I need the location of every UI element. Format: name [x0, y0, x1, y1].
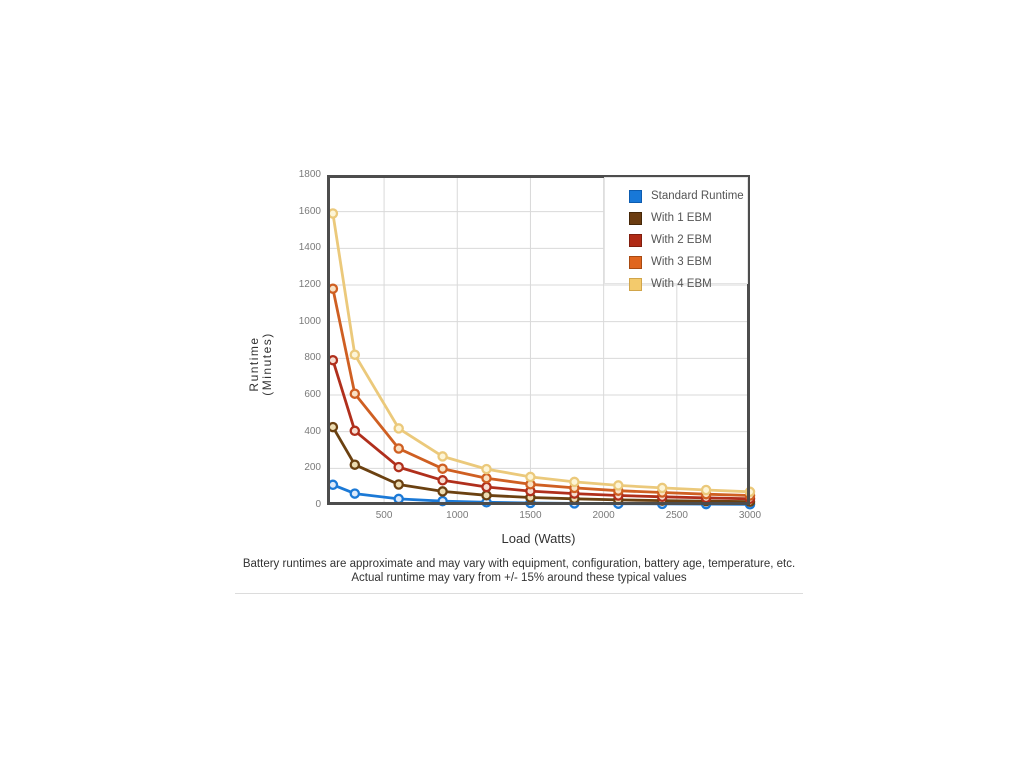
marker-with-4-ebm-2700w: [700, 484, 712, 496]
x-tick-label-1000: 1000: [446, 510, 469, 521]
plot-border: [327, 175, 750, 505]
legend-label: With 4 EBM: [651, 278, 712, 290]
legend-label: With 1 EBM: [651, 212, 712, 224]
legend-item-with-2-ebm: With 2 EBM: [629, 229, 747, 251]
y-tick-label-200: 200: [304, 462, 321, 474]
legend-item-with-4-ebm: With 4 EBM: [629, 273, 747, 295]
marker-with-2-ebm-300w: [349, 425, 361, 437]
marker-with-2-ebm-900w: [437, 475, 448, 486]
legend-label: Standard Runtime: [651, 190, 744, 202]
caption-line2: Actual runtime may vary from +/- 15% aro…: [351, 571, 687, 584]
x-tick-label-2000: 2000: [592, 510, 615, 521]
marker-with-1-ebm-150w: [327, 421, 339, 433]
marker-standard-runtime-600w: [393, 493, 404, 505]
marker-with-3-ebm-150w: [327, 283, 339, 294]
marker-with-4-ebm-1800w: [569, 476, 580, 488]
y-tick-label-0: 0: [315, 499, 321, 510]
marker-with-2-ebm-1200w: [481, 481, 492, 493]
y-tick-label-1800: 1800: [298, 169, 321, 180]
x-tick-label-500: 500: [375, 510, 393, 521]
caption-line1: Battery runtimes are approximate and may…: [242, 558, 796, 570]
marker-standard-runtime-150w: [327, 479, 339, 491]
marker-with-3-ebm-1200w: [481, 472, 492, 484]
legend-item-with-1-ebm: With 1 EBM: [629, 207, 747, 229]
plot-area: Standard Runtime With 1 EBM With 2 EBM W…: [327, 175, 756, 510]
marker-with-4-ebm-1500w: [525, 471, 536, 483]
marker-with-1-ebm-300w: [349, 459, 361, 470]
marker-standard-runtime-300w: [349, 488, 361, 499]
marker-with-4-ebm-900w: [437, 451, 448, 462]
y-tick-label-1400: 1400: [298, 242, 321, 254]
marker-with-3-ebm-600w: [393, 443, 404, 454]
legend-item-with-3-ebm: With 3 EBM: [629, 251, 747, 273]
x-axis-title: Load (Watts): [501, 531, 576, 546]
marker-with-4-ebm-600w: [393, 423, 404, 434]
marker-with-3-ebm-300w: [349, 388, 361, 399]
legend-swatch-with-1-ebm: [629, 211, 642, 225]
legend-item-standard-runtime: Standard Runtime: [629, 185, 747, 207]
x-tick-label-2500: 2500: [665, 510, 688, 521]
marker-with-4-ebm-150w: [327, 208, 339, 219]
marker-with-2-ebm-600w: [393, 461, 404, 473]
marker-with-4-ebm-2100w: [613, 480, 624, 491]
legend-swatch-standard-runtime: [629, 189, 642, 203]
x-tick-label-3000: 3000: [738, 510, 762, 521]
legend-swatch-with-2-ebm: [629, 233, 642, 247]
y-tick-label-600: 600: [304, 389, 321, 400]
marker-with-3-ebm-900w: [437, 463, 448, 474]
marker-with-1-ebm-900w: [437, 486, 448, 497]
chart-caption: Battery runtimes are approximate and may…: [235, 558, 803, 585]
legend-swatch-with-4-ebm: [629, 277, 642, 291]
legend: Standard Runtime With 1 EBM With 2 EBM W…: [604, 177, 748, 291]
legend-swatch-with-3-ebm: [629, 255, 642, 269]
marker-with-2-ebm-150w: [327, 354, 339, 366]
marker-with-4-ebm-300w: [349, 349, 361, 360]
legend-label: With 3 EBM: [651, 256, 712, 268]
y-tick-label-1200: 1200: [298, 279, 321, 290]
runtime-chart-svg: [327, 175, 756, 510]
y-tick-label-800: 800: [304, 352, 321, 364]
y-tick-label-400: 400: [304, 425, 321, 437]
x-tick-label-1500: 1500: [519, 510, 542, 521]
divider: [235, 593, 803, 594]
marker-with-4-ebm-2400w: [656, 482, 668, 494]
marker-with-1-ebm-1200w: [481, 490, 492, 501]
y-tick-label-1000: 1000: [298, 315, 321, 327]
y-tick-label-1600: 1600: [298, 205, 321, 217]
marker-with-1-ebm-600w: [393, 479, 404, 490]
legend-label: With 2 EBM: [651, 234, 712, 246]
marker-with-4-ebm-1200w: [481, 463, 492, 475]
